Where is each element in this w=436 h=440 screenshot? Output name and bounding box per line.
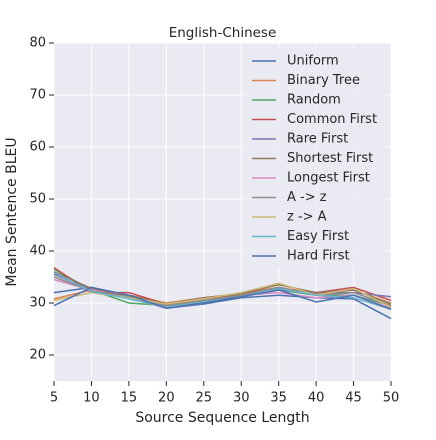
y-axis-label: Mean Sentence BLEU: [4, 137, 20, 286]
legend-label: Shortest First: [287, 151, 373, 166]
x-tick-label: 20: [158, 391, 175, 406]
legend-label: Random: [287, 93, 341, 108]
legend-label: Hard First: [287, 249, 350, 264]
y-tick-label: 50: [29, 192, 46, 207]
ticks: 20 30 40 50 60 70 80 5 10 15 20 25 30 35 40 45 50: [29, 36, 399, 406]
x-tick-label: 10: [83, 391, 100, 406]
legend-label: Easy First: [287, 229, 349, 244]
x-tick-label: 30: [233, 391, 250, 406]
legend-label: Binary Tree: [287, 73, 360, 88]
x-tick-label: 5: [50, 391, 58, 406]
y-tick-label: 70: [29, 88, 46, 103]
y-tick-label: 80: [29, 36, 46, 51]
legend: Uniform Binary Tree Random Common First Rare…: [243, 47, 385, 270]
legend-label: z -> A: [287, 210, 327, 225]
series-line: [53, 286, 392, 310]
legend-label: Rare First: [287, 132, 348, 147]
series-line: [53, 276, 392, 307]
x-tick-label: 45: [345, 391, 362, 406]
series-line: [53, 267, 392, 305]
chart-title: English-Chinese: [169, 25, 277, 41]
legend-label: A -> z: [287, 190, 327, 205]
y-tick-label: 60: [29, 140, 46, 155]
x-tick-label: 15: [121, 391, 138, 406]
y-tick-label: 40: [29, 244, 46, 259]
y-tick-label: 30: [29, 296, 46, 311]
x-tick-label: 35: [270, 391, 287, 406]
x-tick-label: 50: [383, 391, 400, 406]
legend-box: [243, 47, 385, 270]
x-tick-label: 40: [308, 391, 325, 406]
x-axis-label: Source Sequence Length: [135, 410, 309, 426]
legend-label: Uniform: [287, 54, 339, 69]
legend-label: Common First: [287, 112, 377, 127]
x-tick-label: 25: [196, 391, 213, 406]
legend-label: Longest First: [287, 171, 370, 186]
lines: [53, 267, 392, 320]
y-tick-label: 20: [29, 348, 46, 363]
